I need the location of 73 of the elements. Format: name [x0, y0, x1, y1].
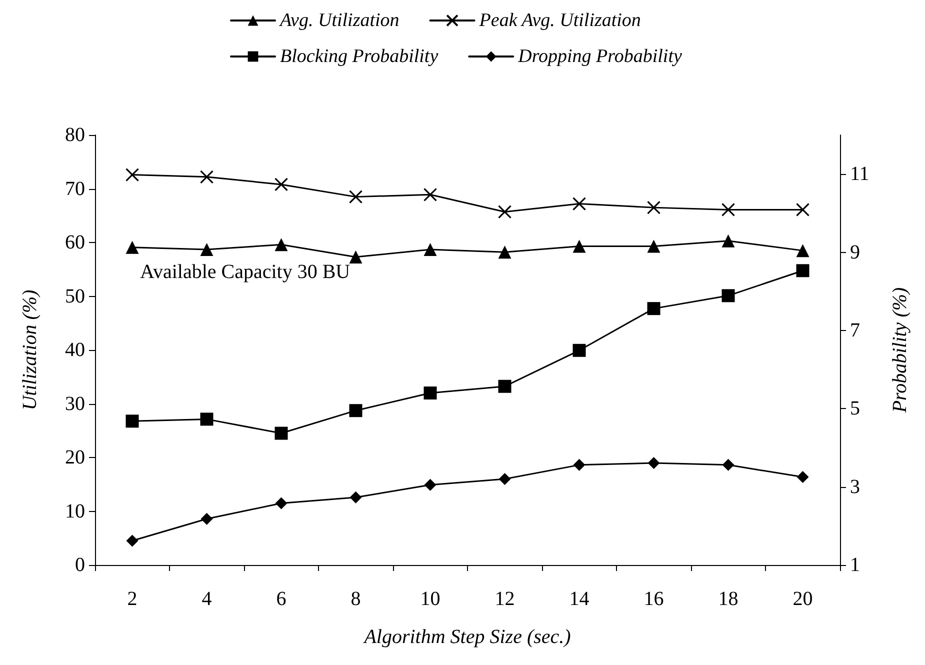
- point: [200, 170, 214, 184]
- y-axis-title: Utilization (%): [19, 289, 41, 410]
- y-tick-label: 60: [65, 232, 85, 254]
- y-tick-label: 70: [65, 178, 85, 200]
- point: [498, 380, 512, 393]
- point: [498, 473, 511, 485]
- y2-tick-label: 11: [850, 163, 870, 186]
- y-tick-label: 20: [65, 446, 85, 468]
- point: [573, 458, 586, 471]
- x-tick-label: 14: [569, 588, 590, 610]
- point: [274, 178, 288, 192]
- point: [423, 188, 438, 202]
- x-tick-label: 2: [127, 588, 138, 610]
- point: [647, 240, 660, 253]
- point: [796, 471, 809, 484]
- point: [275, 497, 288, 510]
- x-tick-label: 8: [350, 588, 361, 610]
- point: [572, 197, 586, 211]
- y-tick-label: 0: [75, 554, 85, 576]
- point: [648, 456, 660, 469]
- point: [349, 250, 362, 264]
- x-tick-label: 18: [718, 588, 738, 610]
- point: [350, 491, 362, 504]
- x-tick-label: 10: [420, 588, 440, 610]
- legend-label: Peak Avg. Utilization: [478, 10, 641, 31]
- point: [498, 246, 512, 259]
- y-tick-label: 40: [65, 339, 85, 361]
- annotation: Available Capacity 30 BU: [140, 261, 351, 283]
- y2-tick-label: 1: [850, 554, 860, 576]
- x-tick-label: 20: [792, 588, 813, 610]
- y-tick-label: 50: [65, 285, 85, 308]
- point: [126, 414, 139, 428]
- x-axis-title: Algorithm Step Size (sec.): [362, 626, 572, 648]
- legend-label: Blocking Probability: [280, 46, 439, 67]
- point: [348, 190, 363, 204]
- point: [498, 205, 512, 219]
- point: [200, 242, 214, 256]
- point: [274, 238, 288, 252]
- y2-tick-label: 5: [850, 398, 860, 420]
- point: [572, 240, 586, 253]
- point: [796, 202, 810, 217]
- y2-tick-label: 9: [850, 241, 860, 264]
- point: [424, 242, 437, 256]
- point: [572, 344, 586, 357]
- point: [722, 458, 734, 471]
- x-tick-label: 16: [644, 588, 664, 610]
- point: [200, 512, 213, 525]
- y2-axis-title: Probability (%): [889, 286, 911, 414]
- legend-label: Dropping Probability: [517, 46, 682, 67]
- legend-label: Avg. Utilization: [278, 10, 400, 31]
- point: [274, 426, 288, 440]
- point: [722, 234, 735, 248]
- y-tick-label: 30: [65, 392, 85, 415]
- x-tick-label: 6: [276, 588, 286, 610]
- point: [349, 404, 362, 418]
- point: [722, 289, 735, 302]
- point: [796, 264, 810, 278]
- point: [200, 412, 214, 426]
- point: [646, 200, 661, 214]
- x-tick-label: 4: [202, 588, 212, 610]
- y2-tick-label: 7: [850, 319, 860, 342]
- point: [424, 386, 437, 400]
- y2-tick-label: 3: [850, 476, 860, 498]
- point: [125, 168, 140, 182]
- point: [126, 534, 138, 547]
- point: [647, 302, 660, 316]
- y-tick-label: 80: [65, 124, 85, 146]
- point: [424, 478, 436, 491]
- point: [721, 202, 736, 217]
- point: [126, 240, 139, 254]
- point: [796, 244, 810, 258]
- y-tick-label: 10: [65, 500, 85, 522]
- x-tick-label: 12: [494, 588, 515, 610]
